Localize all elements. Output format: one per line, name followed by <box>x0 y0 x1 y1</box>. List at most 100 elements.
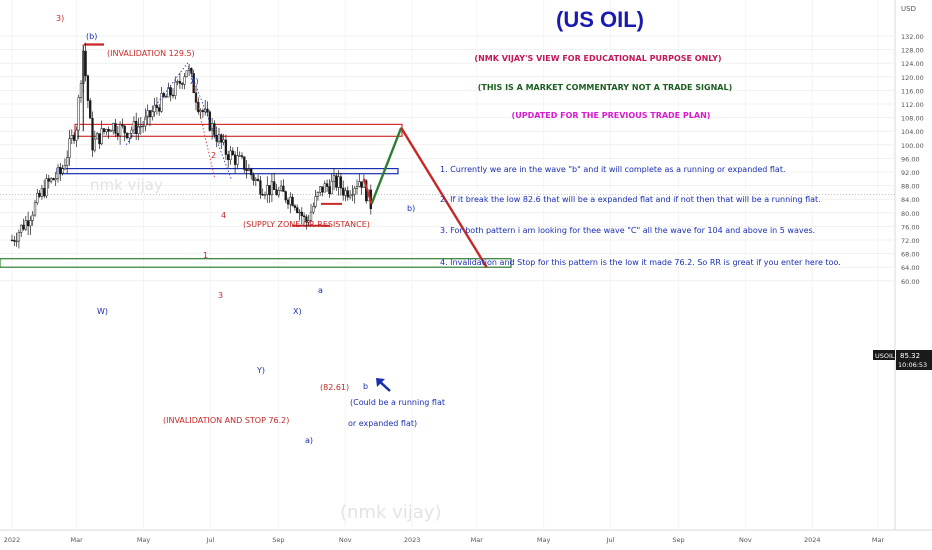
wave-label-x: X) <box>190 77 199 86</box>
candle-body <box>116 132 119 137</box>
candle-body <box>284 191 287 201</box>
candle-body <box>307 220 310 223</box>
time-tick-label: May <box>137 536 151 544</box>
candle-body <box>277 190 280 196</box>
candle-body <box>348 194 352 198</box>
candle-body <box>346 190 349 198</box>
time-tick-label: Sep <box>272 536 284 544</box>
price-tick-label: 72.00 <box>901 237 920 245</box>
price-tick-label: 124.00 <box>901 60 924 68</box>
time-tick-label: 2024 <box>804 536 821 544</box>
candle-body <box>254 178 257 181</box>
candle-body <box>40 188 44 197</box>
candle-body <box>289 196 292 205</box>
candle-body <box>279 185 283 191</box>
wave-guide-line <box>192 83 216 179</box>
candle-body <box>146 110 149 118</box>
candle-body <box>123 125 126 134</box>
candle-body <box>22 224 25 230</box>
candle-body <box>169 87 172 96</box>
price-tick-label: 96.00 <box>901 155 920 163</box>
candle-body <box>355 186 359 189</box>
watermark-bottom: (nmk vijay) <box>340 502 441 523</box>
running-flat-note-2: or expanded flat) <box>348 419 417 428</box>
candle-body <box>351 194 354 196</box>
grid <box>0 35 895 282</box>
note-1: 1. Currently we are in the wave "b" and … <box>440 165 786 174</box>
candle-body <box>164 96 168 98</box>
candle-body <box>56 166 60 179</box>
candle-body <box>252 174 255 181</box>
wave-label-3: 3) <box>56 14 64 23</box>
candle-body <box>312 206 315 213</box>
candle-body <box>268 185 271 196</box>
price-tick-label: 108.00 <box>901 115 924 123</box>
price-axis: 132.00 128.00 124.00 120.00 116.00 112.00 108.… <box>901 33 924 286</box>
price-tick-label: 100.00 <box>901 142 924 150</box>
projection-up-path <box>370 127 403 205</box>
candle-body <box>167 87 170 98</box>
currency-label: USD <box>901 5 916 13</box>
candle-body <box>250 168 253 176</box>
candle-body <box>135 120 138 134</box>
candle-body <box>206 108 209 113</box>
candle-body <box>91 118 94 151</box>
price-tick-label: 64.00 <box>901 264 920 272</box>
demand-zone-box <box>0 258 512 268</box>
note-3: 3. For both pattern i am looking for the… <box>440 226 815 235</box>
price-tick-label: 76.00 <box>901 223 920 231</box>
candle-body <box>199 110 202 113</box>
candle-body <box>181 83 184 85</box>
candle-body <box>229 150 232 161</box>
candle-body <box>63 165 67 170</box>
candle-body <box>132 120 136 131</box>
candle-body <box>153 105 156 113</box>
candle-body <box>238 155 241 157</box>
candle-body <box>213 123 216 136</box>
candle-body <box>107 129 110 132</box>
candle-body <box>261 194 264 196</box>
wave-guide-line <box>125 62 232 179</box>
wave-label-2: 2 <box>211 151 216 160</box>
candle-body <box>263 194 267 196</box>
wave-label-w: W) <box>97 307 108 316</box>
price-tick-label: 112.00 <box>901 101 924 109</box>
candle-body <box>220 134 223 143</box>
time-tick-label: Jul <box>205 536 214 544</box>
candle-body <box>344 190 347 196</box>
candle-body <box>33 202 37 216</box>
candle-body <box>17 232 21 242</box>
candle-body <box>162 93 165 97</box>
time-tick-label: Jul <box>606 536 615 544</box>
wave-label-b-paren: (b) <box>86 32 97 41</box>
candle-body <box>270 181 274 196</box>
invalidation-top-label: (INVALIDATION 129.5) <box>107 49 195 58</box>
candle-body <box>273 181 276 190</box>
price-tick-label: 120.00 <box>901 74 924 82</box>
projection-down-path <box>400 127 488 268</box>
candle-body <box>233 154 237 165</box>
candle-body <box>243 156 246 170</box>
candle-body <box>26 220 30 227</box>
wave-label-b-paren-2: b) <box>407 204 415 213</box>
candle-body <box>319 186 322 193</box>
candle-body <box>316 192 320 197</box>
candle-body <box>298 211 301 214</box>
time-tick-label: Mar <box>471 536 484 544</box>
wave-label-a: a <box>318 286 323 295</box>
disclaimer-updated: (UPDATED FOR THE PREVIOUS TRADE PLAN) <box>512 111 711 120</box>
candle-body <box>77 97 80 131</box>
price-tick-label: 128.00 <box>901 47 924 55</box>
candle-body <box>20 224 23 233</box>
running-flat-note-1: (Could be a running flat <box>350 398 445 407</box>
candle-body <box>293 205 297 208</box>
candle-body <box>247 168 251 171</box>
candle-body <box>114 123 117 134</box>
candle-body <box>339 176 343 189</box>
candle-body <box>160 93 163 112</box>
candle-body <box>15 240 18 243</box>
candle-body <box>130 129 133 134</box>
candle-body <box>13 239 16 242</box>
candle-body <box>68 138 71 158</box>
candle-body <box>353 188 356 195</box>
